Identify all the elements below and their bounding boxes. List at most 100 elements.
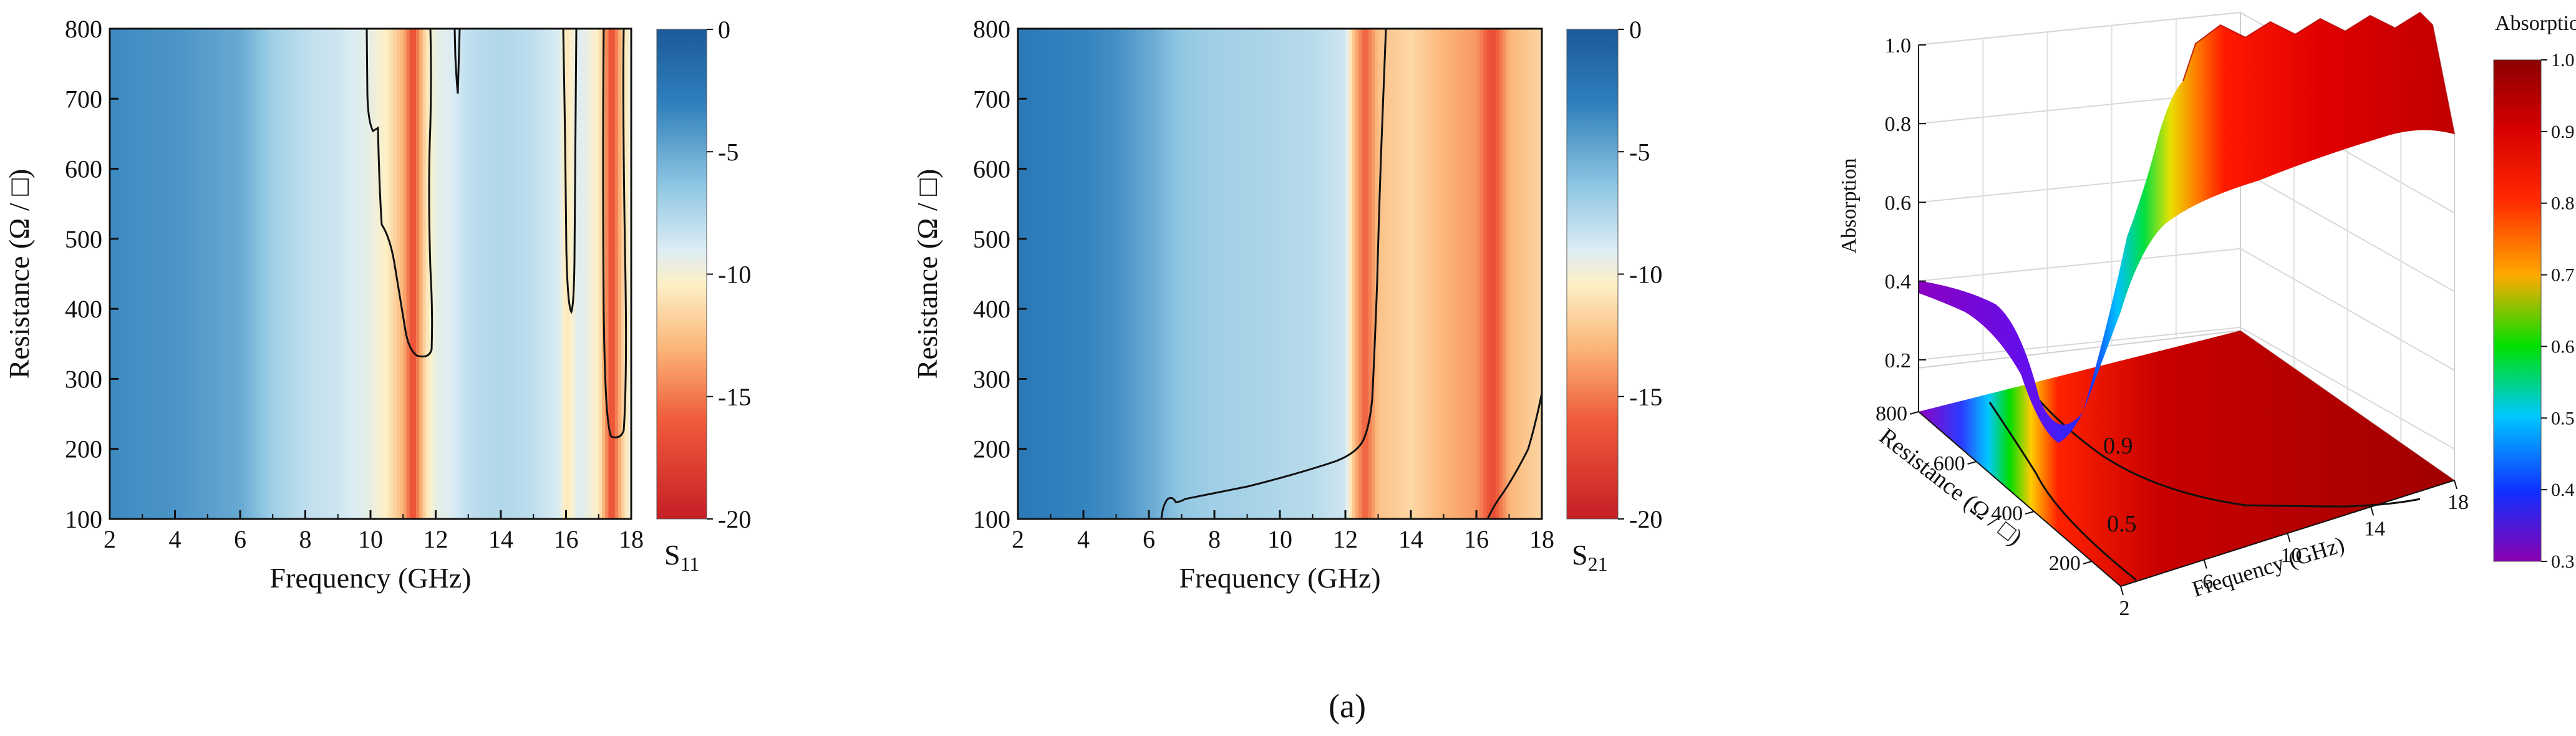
frequency-tick — [2120, 586, 2124, 596]
s21-colorbar-tick-label: -10 — [1629, 261, 1662, 289]
s21-heat-strip — [1309, 29, 1314, 519]
s21-heat-strip — [1516, 29, 1520, 519]
s21-x-tick-label: 14 — [1398, 525, 1423, 553]
s11-heat-strip — [390, 29, 394, 519]
s11-heat-strip — [315, 29, 319, 519]
s21-heat-strip — [1047, 29, 1052, 519]
s21-heat-strip — [1067, 29, 1071, 519]
s21-heat-strip — [1273, 29, 1277, 519]
s11-heat-strip — [240, 29, 245, 519]
s11-heat-strip — [337, 29, 342, 519]
s21-heat-strip — [1460, 29, 1464, 519]
s21-heat-strip — [1433, 29, 1438, 519]
s21-heat-strip — [1158, 29, 1163, 519]
resistance-tick-label: 600 — [1934, 452, 1965, 475]
s21-y-tick-label: 200 — [973, 435, 1010, 463]
s11-heat-strip — [295, 29, 300, 519]
s21-heat-strip — [1443, 29, 1448, 519]
resistance-tick — [2083, 561, 2092, 564]
s11-heat-strip — [344, 29, 349, 519]
s21-heat-strip — [1201, 29, 1206, 519]
s11-heat-strip — [526, 29, 531, 519]
s11-heat-strip — [148, 29, 153, 519]
s21-colorbar-tick-label: 0 — [1629, 16, 1642, 44]
s11-x-tick-label: 8 — [299, 525, 312, 553]
surface-top-edge — [2182, 11, 2455, 135]
s21-heat-strip — [1168, 29, 1173, 519]
s21-heat-strip — [1077, 29, 1081, 519]
s21-heat-strip — [1283, 29, 1287, 519]
s11-contour-lines — [366, 29, 627, 438]
s21-heat-strip — [1420, 29, 1425, 519]
s11-heat-strip — [523, 29, 528, 519]
s11-heat-strip — [432, 29, 437, 519]
s11-heat-strip — [497, 29, 501, 519]
s21-x-tick-label: 18 — [1529, 525, 1554, 553]
colorbar-title: Absorption — [2495, 12, 2576, 35]
s11-heat-strip — [484, 29, 489, 519]
s11-x-tick-label: 4 — [169, 525, 182, 553]
s21-heat-strip — [1368, 29, 1372, 519]
s21-x-axis-label: Frequency (GHz) — [1179, 562, 1380, 594]
s21-heat-strip — [1018, 29, 1022, 519]
z-tick-label: 0.6 — [1885, 191, 1912, 215]
s21-heat-strip — [1289, 29, 1294, 519]
s11-heat-strip — [501, 29, 505, 519]
s21-heat-strip — [1080, 29, 1084, 519]
s11-heat-strip — [448, 29, 453, 519]
floor-label-0_5: 0.5 — [2107, 511, 2137, 537]
s21-colorbar-label: S21 — [1572, 539, 1608, 575]
absorption-colorbar-tick-label: 0.7 — [2551, 265, 2575, 286]
s11-x-axis-label: Frequency (GHz) — [269, 562, 471, 594]
s21-contour-corner — [1486, 392, 1542, 519]
s11-heat-strip — [556, 29, 561, 519]
s11-heat-strip — [517, 29, 521, 519]
s11-heat-strip — [198, 29, 202, 519]
floor-contour-0_9 — [2029, 389, 2421, 508]
s11-heat-strip — [370, 29, 375, 519]
s21-heat-strip — [1411, 29, 1415, 519]
s11-heat-strip — [263, 29, 267, 519]
s21-heat-strip — [1335, 29, 1340, 519]
s21-heat-strip — [1227, 29, 1232, 519]
s21-heat-strip — [1430, 29, 1435, 519]
s11-heat-strip — [540, 29, 544, 519]
s21-heat-strip — [1453, 29, 1458, 519]
s21-heat-strip — [1391, 29, 1395, 519]
s21-heat-strip — [1027, 29, 1032, 519]
s21-heatmap-panel: 2 4 6 8 10 12 14 16 18 100 200 300 400 500 600 700 800 Fr… — [911, 15, 1662, 594]
s11-heat-strip — [113, 29, 117, 519]
s11-heat-strip — [299, 29, 303, 519]
s11-x-tick-label: 12 — [424, 525, 448, 553]
s11-x-tick-label: 14 — [488, 525, 513, 553]
s11-heat-strip — [491, 29, 495, 519]
s11-heat-strip — [122, 29, 127, 519]
s11-heat-strip — [347, 29, 352, 519]
s11-heat-strip — [559, 29, 564, 519]
s21-heat-strip — [1024, 29, 1029, 519]
s11-y-tick-label: 700 — [65, 85, 102, 113]
s11-heat-strip — [475, 29, 479, 519]
frequency-tick-label: 18 — [2448, 491, 2469, 514]
s11-heat-strip — [406, 29, 410, 519]
resistance-axis-line — [1918, 411, 2121, 587]
s21-heat-strip — [1234, 29, 1238, 519]
s21-heat-strip — [1417, 29, 1421, 519]
s11-heat-strip — [465, 29, 469, 519]
s11-contour-16ghz — [562, 29, 578, 314]
s21-heat-strip — [1450, 29, 1455, 519]
s11-heat-strip — [119, 29, 123, 519]
s21-heat-strip — [1113, 29, 1117, 519]
s11-heat-strip — [507, 29, 511, 519]
s11-heat-strip — [308, 29, 312, 519]
s21-heat-strip — [1090, 29, 1094, 519]
s21-heat-strip — [1276, 29, 1281, 519]
s11-heat-strip — [220, 29, 225, 519]
s21-y-axis-label: Resistance (Ω / □) — [911, 169, 943, 379]
s11-heat-strip — [351, 29, 355, 519]
s11-x-tick-label: 18 — [619, 525, 644, 553]
s11-heat-strip — [204, 29, 208, 519]
s11-heat-strip — [210, 29, 215, 519]
s11-heat-strip — [321, 29, 326, 519]
s11-heat-strip — [259, 29, 264, 519]
